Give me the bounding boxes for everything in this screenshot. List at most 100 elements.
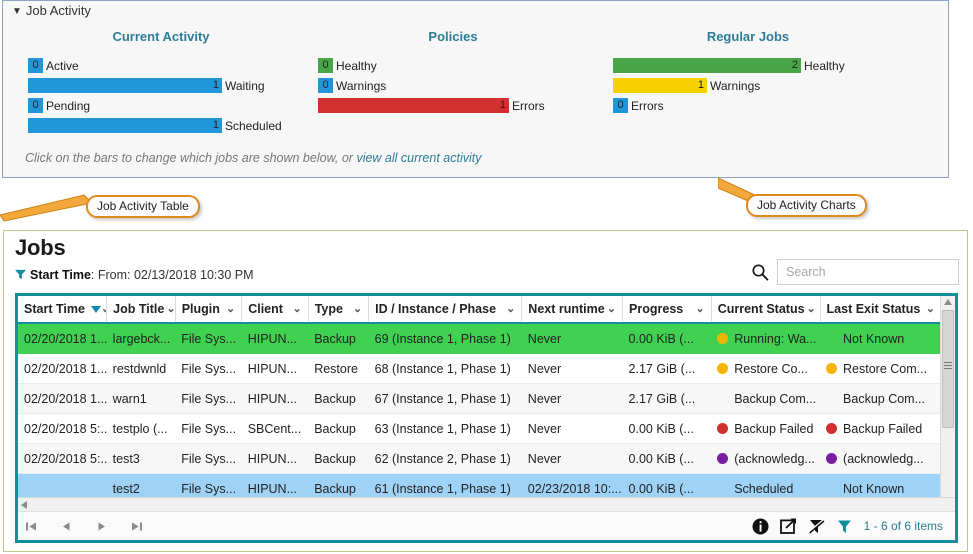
chevron-down-icon[interactable]: ⌄ <box>506 302 516 315</box>
last-page-icon[interactable] <box>123 513 149 539</box>
column-label: Last Exit Status <box>826 302 921 316</box>
table-row[interactable]: 02/20/2018 1... largebck... File Sys... HIP… <box>18 323 941 354</box>
chevron-down-icon[interactable]: ⌄ <box>352 302 363 315</box>
info-icon[interactable] <box>752 518 769 535</box>
cell-plugin: File Sys... <box>175 473 242 498</box>
chevron-down-icon[interactable]: ⌄ <box>806 302 816 315</box>
chevron-down-icon[interactable]: ⌄ <box>292 302 302 315</box>
chevron-down-icon[interactable]: ⌄ <box>925 302 935 315</box>
cell-text: restdwnld <box>112 361 167 376</box>
column-header-current-status[interactable]: Current Status ⌄ <box>711 296 821 324</box>
cell-progress: 2.17 GiB (... <box>622 383 712 414</box>
table-row[interactable]: test2 File Sys... HIPUN... Backup 61 (Instan… <box>18 473 941 498</box>
column-header-client[interactable]: Client ⌄ <box>241 296 309 324</box>
jobs-grid: Start Time ⌄ Job Title ⌄ <box>15 293 958 543</box>
job-activity-title[interactable]: ▼ Job Activity <box>12 3 91 18</box>
filter-off-icon[interactable] <box>807 518 825 535</box>
column-header-plugin[interactable]: Plugin ⌄ <box>175 296 243 324</box>
bar-list: 0 Active 1 Waiting 0 Pending 1 Scheduled <box>28 58 294 133</box>
table-row[interactable]: 02/20/2018 5:... testplo (... File Sys... S… <box>18 413 941 444</box>
bar-value[interactable]: 0 <box>318 78 333 93</box>
cell-plugin: File Sys... <box>175 413 242 444</box>
chevron-down-icon[interactable]: ⌄ <box>606 302 617 315</box>
bar-row[interactable]: 0 Healthy <box>318 58 588 73</box>
next-page-icon[interactable] <box>88 513 114 539</box>
bar-row[interactable]: 1 Waiting <box>28 78 294 93</box>
scroll-up-icon[interactable] <box>944 299 952 305</box>
chevron-down-icon[interactable]: ⌄ <box>695 302 705 315</box>
cell-plugin: File Sys... <box>175 353 242 384</box>
search-input[interactable] <box>777 259 959 285</box>
bar-value[interactable]: 1 <box>28 78 222 93</box>
cell-progress: 0.00 KiB (... <box>622 473 712 498</box>
column-header-id-instance-phase[interactable]: ID / Instance / Phase ⌄ <box>368 296 523 324</box>
cell-text: 02/20/2018 5:... <box>24 451 107 466</box>
cell-id-instance-phase: 61 (Instance 1, Phase 1) <box>368 473 522 498</box>
column-header-progress[interactable]: Progress ⌄ <box>622 296 712 324</box>
column-header-last-exit-status[interactable]: Last Exit Status ⌄ <box>820 296 941 324</box>
search-icon[interactable] <box>751 263 769 281</box>
horizontal-scrollbar[interactable] <box>18 497 955 512</box>
bar-value[interactable]: 0 <box>28 98 43 113</box>
chevron-down-icon[interactable]: ⌄ <box>166 302 176 315</box>
bar-value[interactable]: 2 <box>613 58 801 73</box>
cell-text: Backup Failed <box>843 421 923 436</box>
chevron-down-icon[interactable]: ⌄ <box>101 303 106 315</box>
cell-progress: 0.00 KiB (... <box>622 443 712 474</box>
bar-value[interactable]: 1 <box>28 118 222 133</box>
bar-label: Scheduled <box>225 118 282 133</box>
footnote-text: Click on the bars to change which jobs a… <box>25 151 357 165</box>
cell-text: Scheduled <box>734 481 794 496</box>
jobs-table: Start Time ⌄ Job Title ⌄ <box>18 296 941 498</box>
cell-text: 68 (Instance 1, Phase 1) <box>374 361 511 376</box>
bar-value[interactable]: 0 <box>318 58 333 73</box>
bar-row[interactable]: 0 Warnings <box>318 78 588 93</box>
bar-label: Errors <box>512 98 545 113</box>
first-page-icon[interactable] <box>18 513 44 539</box>
cell-type: Backup <box>308 473 369 498</box>
cell-text: (acknowledg... <box>734 451 815 466</box>
cell-text: 2.17 GiB (... <box>628 391 696 406</box>
bar-value[interactable]: 1 <box>318 98 509 113</box>
chevron-down-icon[interactable]: ⌄ <box>225 302 236 315</box>
vertical-scrollbar[interactable] <box>940 296 955 498</box>
bar-value[interactable]: 0 <box>613 98 628 113</box>
table-row[interactable]: 02/20/2018 1... restdwnld File Sys... HIPUN… <box>18 353 941 384</box>
table-row[interactable]: 02/20/2018 1... warn1 File Sys... HIPUN... B… <box>18 383 941 414</box>
bar-value[interactable]: 0 <box>28 58 43 73</box>
cell-text: 02/20/2018 5:... <box>24 421 107 436</box>
active-filter[interactable]: Start Time: From: 02/13/2018 10:30 PM <box>15 268 254 282</box>
funnel-icon[interactable] <box>836 518 853 535</box>
column-header-start-time[interactable]: Start Time ⌄ <box>18 296 108 324</box>
bar-row[interactable]: 1 Errors <box>318 98 588 113</box>
cell-job-title: warn1 <box>106 383 176 414</box>
cell-current-status: Backup Failed <box>711 413 821 444</box>
view-all-current-activity-link[interactable]: view all current activity <box>356 151 482 165</box>
bar-row[interactable]: 0 Active <box>28 58 294 73</box>
scroll-left-icon[interactable] <box>21 501 27 509</box>
bar-row[interactable]: 0 Errors <box>613 98 883 113</box>
bar-value[interactable]: 1 <box>613 78 707 93</box>
cell-client: HIPUN... <box>241 323 309 354</box>
cell-text: largebck... <box>112 331 171 346</box>
bar-row[interactable]: 0 Pending <box>28 98 294 113</box>
cell-next-runtime: Never <box>521 413 623 444</box>
cell-text: 2.17 GiB (... <box>628 361 696 376</box>
scroll-thumb[interactable] <box>942 310 954 428</box>
cell-id-instance-phase: 62 (Instance 2, Phase 1) <box>368 443 522 474</box>
bar-row[interactable]: 2 Healthy <box>613 58 883 73</box>
previous-page-icon[interactable] <box>53 513 79 539</box>
triangle-down-icon[interactable]: ▼ <box>12 6 22 17</box>
external-link-icon[interactable] <box>779 518 797 535</box>
filter-value: : From: 02/13/2018 10:30 PM <box>90 268 254 282</box>
table-row[interactable]: 02/20/2018 5:... test3 File Sys... HIPUN...… <box>18 443 941 474</box>
column-header-job-title[interactable]: Job Title ⌄ <box>106 296 176 324</box>
bar-label: Pending <box>46 98 91 113</box>
bar-row[interactable]: 1 Scheduled <box>28 118 294 133</box>
bar-row[interactable]: 1 Warnings <box>613 78 883 93</box>
column-label: Client <box>248 302 283 316</box>
column-header-type[interactable]: Type ⌄ <box>308 296 370 324</box>
cell-next-runtime: Never <box>521 323 623 354</box>
column-header-next-runtime[interactable]: Next runtime ⌄ <box>521 296 624 324</box>
cell-text: HIPUN... <box>247 331 297 346</box>
